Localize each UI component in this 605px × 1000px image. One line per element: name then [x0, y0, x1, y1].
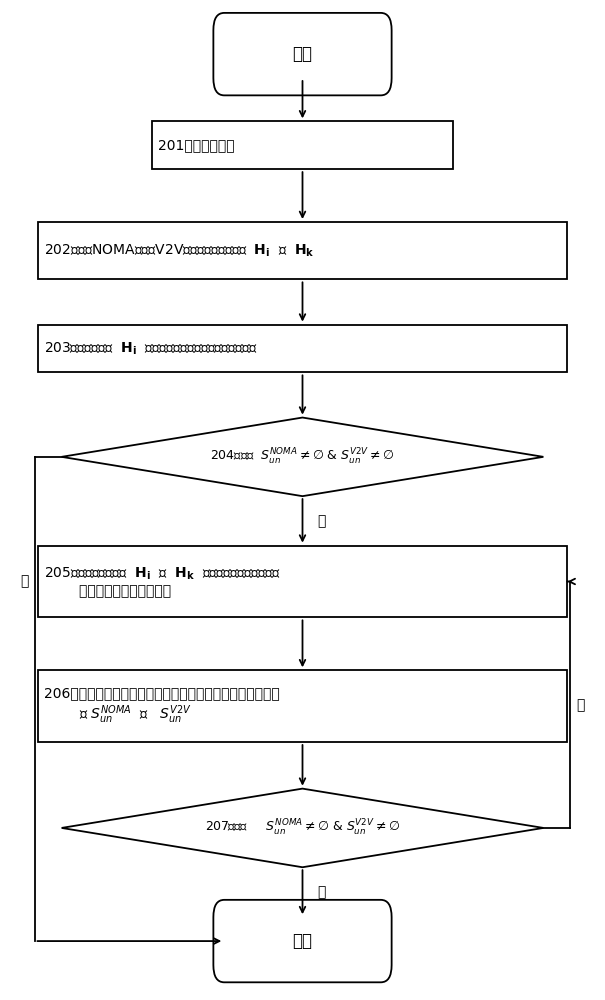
FancyBboxPatch shape — [214, 900, 391, 982]
FancyBboxPatch shape — [214, 13, 391, 95]
FancyBboxPatch shape — [38, 222, 567, 279]
FancyBboxPatch shape — [38, 546, 567, 617]
Polygon shape — [62, 418, 543, 496]
Text: 是: 是 — [318, 514, 326, 528]
Polygon shape — [62, 789, 543, 867]
FancyBboxPatch shape — [38, 325, 567, 372]
Text: 结束: 结束 — [292, 932, 313, 950]
Text: 205：分别从信道矩阵  $\bf{H}_i$  和  $\bf{H}_k$  中搜索并比较出信道增益
        较大者，并进行相应调度: 205：分别从信道矩阵 $\bf{H}_i$ 和 $\bf{H}_k$ 中搜索并… — [44, 565, 280, 598]
Text: 否: 否 — [20, 575, 28, 589]
Text: 否: 否 — [318, 885, 326, 899]
Text: 206：根据相应公式计算得到用户的调度解并更新用户调度度
        集 $S_{un}^{NOMA}$  和   $S_{un}^{V2V}$: 206：根据相应公式计算得到用户的调度解并更新用户调度度 集 $S_{un}^{… — [44, 686, 280, 726]
Text: 201：初始化参数: 201：初始化参数 — [158, 138, 235, 152]
Text: 204：判断  $S_{un}^{NOMA} \neq \varnothing$ & $S_{un}^{V2V} \neq \varnothing$: 204：判断 $S_{un}^{NOMA} \neq \varnothing$ … — [210, 447, 395, 467]
Text: 开始: 开始 — [292, 45, 313, 63]
FancyBboxPatch shape — [152, 121, 453, 169]
Text: 202：构造NOMA用户和V2V用户的信道增益矩阵  $\bf{H}_i$  和  $\bf{H}_k$: 202：构造NOMA用户和V2V用户的信道增益矩阵 $\bf{H}_i$ 和 $… — [44, 242, 314, 259]
FancyBboxPatch shape — [38, 670, 567, 742]
Text: 207：判断     $S_{un}^{NOMA} \neq \varnothing$ & $S_{un}^{V2V} \neq \varnothing$: 207：判断 $S_{un}^{NOMA} \neq \varnothing$ … — [205, 818, 400, 838]
Text: 是: 是 — [577, 698, 585, 712]
Text: 203：从信道矩阵  $\bf{H}_i$  中搜索最大信道增益并进行相应调度: 203：从信道矩阵 $\bf{H}_i$ 中搜索最大信道增益并进行相应调度 — [44, 340, 258, 357]
